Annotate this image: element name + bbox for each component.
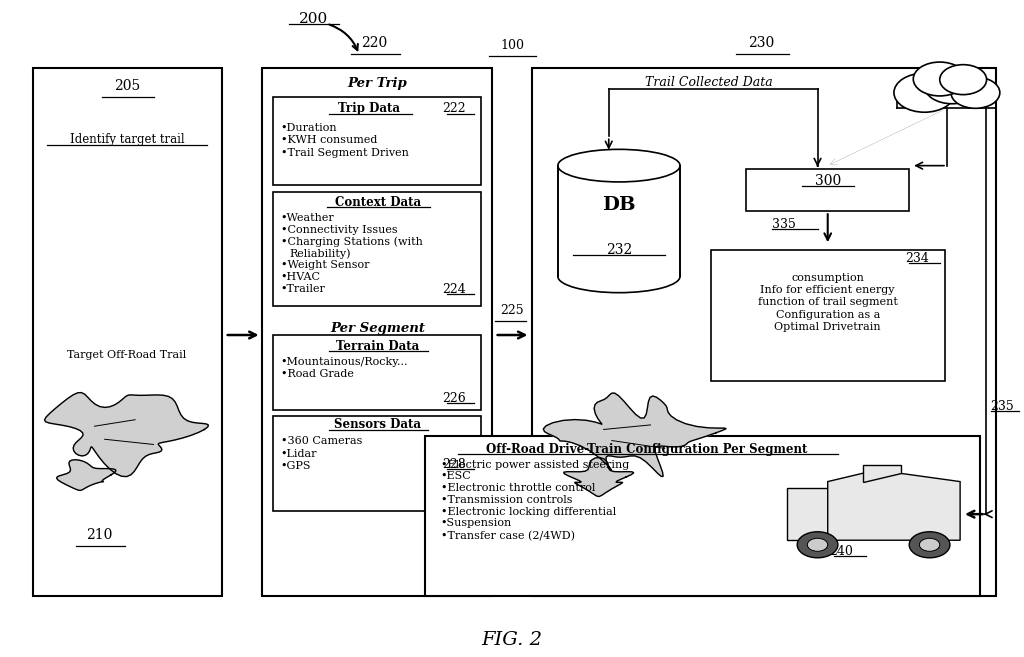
Bar: [272, 417, 481, 511]
Bar: [558, 166, 680, 277]
Text: 228: 228: [442, 458, 466, 471]
Circle shape: [951, 77, 999, 108]
Text: Reliability): Reliability): [289, 248, 350, 259]
Text: •Electronic throttle control: •Electronic throttle control: [440, 483, 595, 493]
Bar: [272, 97, 481, 185]
Circle shape: [894, 73, 955, 112]
Bar: [272, 192, 481, 306]
Text: •Trailer: •Trailer: [281, 284, 326, 294]
Text: •Duration: •Duration: [281, 123, 338, 133]
Text: •Mountainous/Rocky...: •Mountainous/Rocky...: [281, 357, 409, 367]
Text: •Suspension: •Suspension: [440, 518, 512, 528]
Text: 230: 230: [749, 35, 774, 50]
Circle shape: [909, 532, 950, 558]
Bar: [262, 68, 492, 596]
Text: •Road Grade: •Road Grade: [281, 369, 353, 379]
Text: 222: 222: [442, 102, 466, 116]
Text: Trail Collected Data: Trail Collected Data: [645, 76, 772, 89]
Text: •Weight Sensor: •Weight Sensor: [281, 260, 370, 270]
Text: Optimal Drivetrain: Optimal Drivetrain: [774, 322, 881, 332]
Text: •Transfer case (2/4WD): •Transfer case (2/4WD): [440, 531, 574, 541]
Text: Configuration as a: Configuration as a: [775, 310, 880, 320]
Text: Trip Data: Trip Data: [338, 102, 400, 116]
Circle shape: [913, 62, 967, 96]
Text: •Lidar: •Lidar: [281, 449, 317, 459]
Ellipse shape: [558, 149, 680, 182]
Text: consumption: consumption: [792, 273, 864, 283]
Text: Context Data: Context Data: [335, 196, 421, 209]
Bar: [425, 436, 981, 596]
Circle shape: [920, 538, 940, 551]
Polygon shape: [564, 457, 634, 497]
Text: 220: 220: [361, 35, 388, 50]
Text: Per Segment: Per Segment: [330, 322, 425, 335]
Text: •Connectivity Issues: •Connectivity Issues: [281, 225, 397, 235]
Bar: [34, 68, 222, 596]
Text: 225: 225: [500, 304, 524, 317]
Bar: [711, 250, 945, 380]
Polygon shape: [827, 473, 961, 540]
Text: •Electric power assisted steering: •Electric power assisted steering: [440, 460, 629, 470]
Circle shape: [925, 68, 980, 104]
Text: •Trail Segment Driven: •Trail Segment Driven: [281, 148, 409, 158]
Text: 300: 300: [815, 174, 841, 189]
Circle shape: [940, 64, 986, 95]
Text: DB: DB: [602, 196, 636, 214]
Text: •ESC: •ESC: [440, 471, 471, 482]
Polygon shape: [45, 393, 209, 476]
Text: Sensors Data: Sensors Data: [334, 419, 421, 432]
Text: FIG. 2: FIG. 2: [481, 631, 543, 649]
Polygon shape: [863, 465, 901, 482]
Text: Target Off-Road Trail: Target Off-Road Trail: [68, 350, 186, 359]
Text: function of trail segment: function of trail segment: [758, 298, 898, 307]
Text: 100: 100: [500, 39, 524, 52]
Text: 235: 235: [990, 400, 1015, 413]
Text: Off-Road Drive-Train Configuration Per Segment: Off-Road Drive-Train Configuration Per S…: [485, 443, 807, 455]
Bar: [746, 169, 909, 212]
Text: •360 Cameras: •360 Cameras: [281, 436, 362, 446]
Text: 335: 335: [772, 217, 796, 231]
Text: •HVAC: •HVAC: [281, 272, 321, 282]
Text: 205: 205: [114, 79, 140, 93]
Polygon shape: [56, 460, 116, 490]
Text: •Electronic locking differential: •Electronic locking differential: [440, 507, 616, 516]
Text: Per Trip: Per Trip: [348, 77, 408, 90]
Text: 232: 232: [606, 243, 632, 258]
Text: •GPS: •GPS: [281, 461, 311, 471]
Text: 226: 226: [442, 392, 466, 405]
Text: Terrain Data: Terrain Data: [336, 340, 419, 353]
Text: •Charging Stations (with: •Charging Stations (with: [281, 237, 423, 247]
Text: 200: 200: [299, 12, 328, 26]
Text: Info for efficient energy: Info for efficient energy: [761, 285, 895, 295]
Circle shape: [807, 538, 827, 551]
Text: Identify target trail: Identify target trail: [70, 133, 184, 146]
Bar: [532, 68, 995, 596]
Text: 210: 210: [86, 528, 113, 541]
Text: 224: 224: [442, 283, 466, 296]
Text: 240: 240: [829, 545, 853, 558]
Polygon shape: [787, 488, 827, 540]
Text: •KWH consumed: •KWH consumed: [281, 135, 377, 145]
Circle shape: [797, 532, 838, 558]
Bar: [272, 335, 481, 410]
Ellipse shape: [558, 260, 680, 292]
Polygon shape: [544, 393, 726, 476]
Text: 234: 234: [905, 252, 930, 265]
Text: •Weather: •Weather: [281, 214, 335, 223]
Text: •Transmission controls: •Transmission controls: [440, 495, 572, 505]
